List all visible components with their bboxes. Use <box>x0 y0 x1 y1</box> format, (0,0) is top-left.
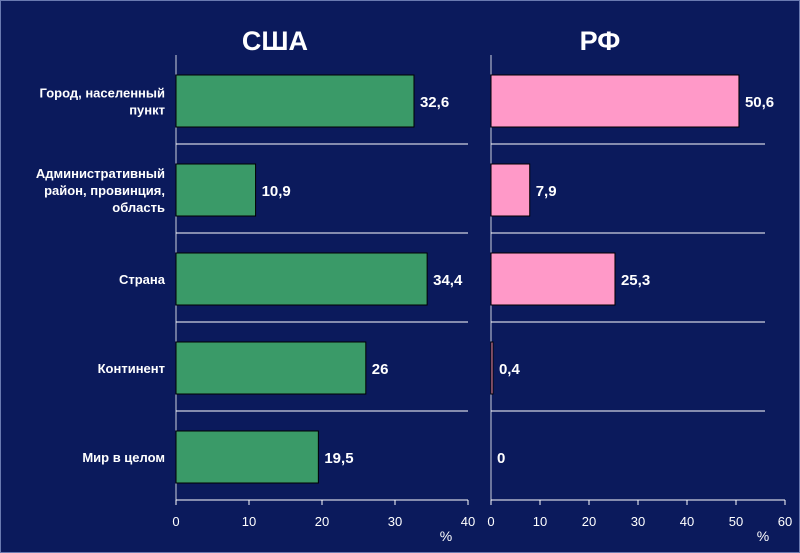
value-label: 19,5 <box>324 450 353 467</box>
value-label: 0,4 <box>499 361 521 378</box>
category-label-line: район, провинция, <box>44 183 165 198</box>
x-tick-label: 10 <box>533 514 547 529</box>
category-label-line: Мир в целом <box>82 450 165 465</box>
x-tick-label: 50 <box>729 514 743 529</box>
category-label-line: пункт <box>129 103 165 118</box>
value-label: 32,6 <box>420 94 449 111</box>
x-tick-label: 10 <box>242 514 256 529</box>
bar <box>175 341 367 395</box>
value-label: 50,6 <box>745 94 774 111</box>
category-label-line: Административный <box>36 166 165 181</box>
category-label-line: Страна <box>119 272 166 287</box>
category-label-line: Континент <box>98 361 165 376</box>
panel-title: США <box>242 26 308 56</box>
category-label: Город, населенный пункт <box>39 86 165 118</box>
category-label: Континент <box>98 361 165 376</box>
x-tick-label: 0 <box>487 514 494 529</box>
value-label: 25,3 <box>621 272 650 289</box>
category-label: Страна <box>119 272 166 287</box>
x-axis-unit: % <box>757 528 769 544</box>
value-label: 10,9 <box>262 183 291 200</box>
bar <box>490 252 616 306</box>
x-tick-label: 40 <box>461 514 475 529</box>
x-axis-unit: % <box>440 528 452 544</box>
bar <box>490 74 740 128</box>
value-label: 0 <box>497 450 505 467</box>
bar <box>175 430 319 484</box>
bar <box>490 163 531 217</box>
category-label-line: область <box>112 200 165 215</box>
value-label: 7,9 <box>536 183 557 200</box>
value-label: 34,4 <box>433 272 463 289</box>
panel-title: РФ <box>580 26 621 56</box>
category-label: Административный район, провинция, область <box>36 166 165 215</box>
bar <box>175 163 257 217</box>
category-label-line: Город, населенный <box>39 86 165 101</box>
x-tick-label: 20 <box>315 514 329 529</box>
bar <box>175 74 415 128</box>
x-tick-label: 40 <box>680 514 694 529</box>
x-tick-label: 30 <box>631 514 645 529</box>
bar <box>175 252 428 306</box>
x-tick-label: 30 <box>388 514 402 529</box>
x-tick-label: 60 <box>778 514 792 529</box>
bar <box>490 341 494 395</box>
x-tick-label: 0 <box>172 514 179 529</box>
x-tick-label: 20 <box>582 514 596 529</box>
value-label: 26 <box>372 361 389 378</box>
category-label: Мир в целом <box>82 450 165 465</box>
